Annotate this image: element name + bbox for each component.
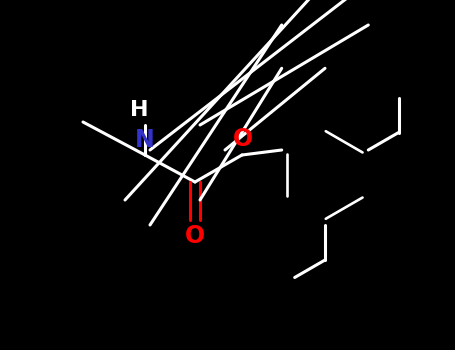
Text: H: H <box>130 100 148 120</box>
Text: N: N <box>135 128 155 152</box>
Text: O: O <box>185 224 205 248</box>
Text: O: O <box>233 127 253 151</box>
